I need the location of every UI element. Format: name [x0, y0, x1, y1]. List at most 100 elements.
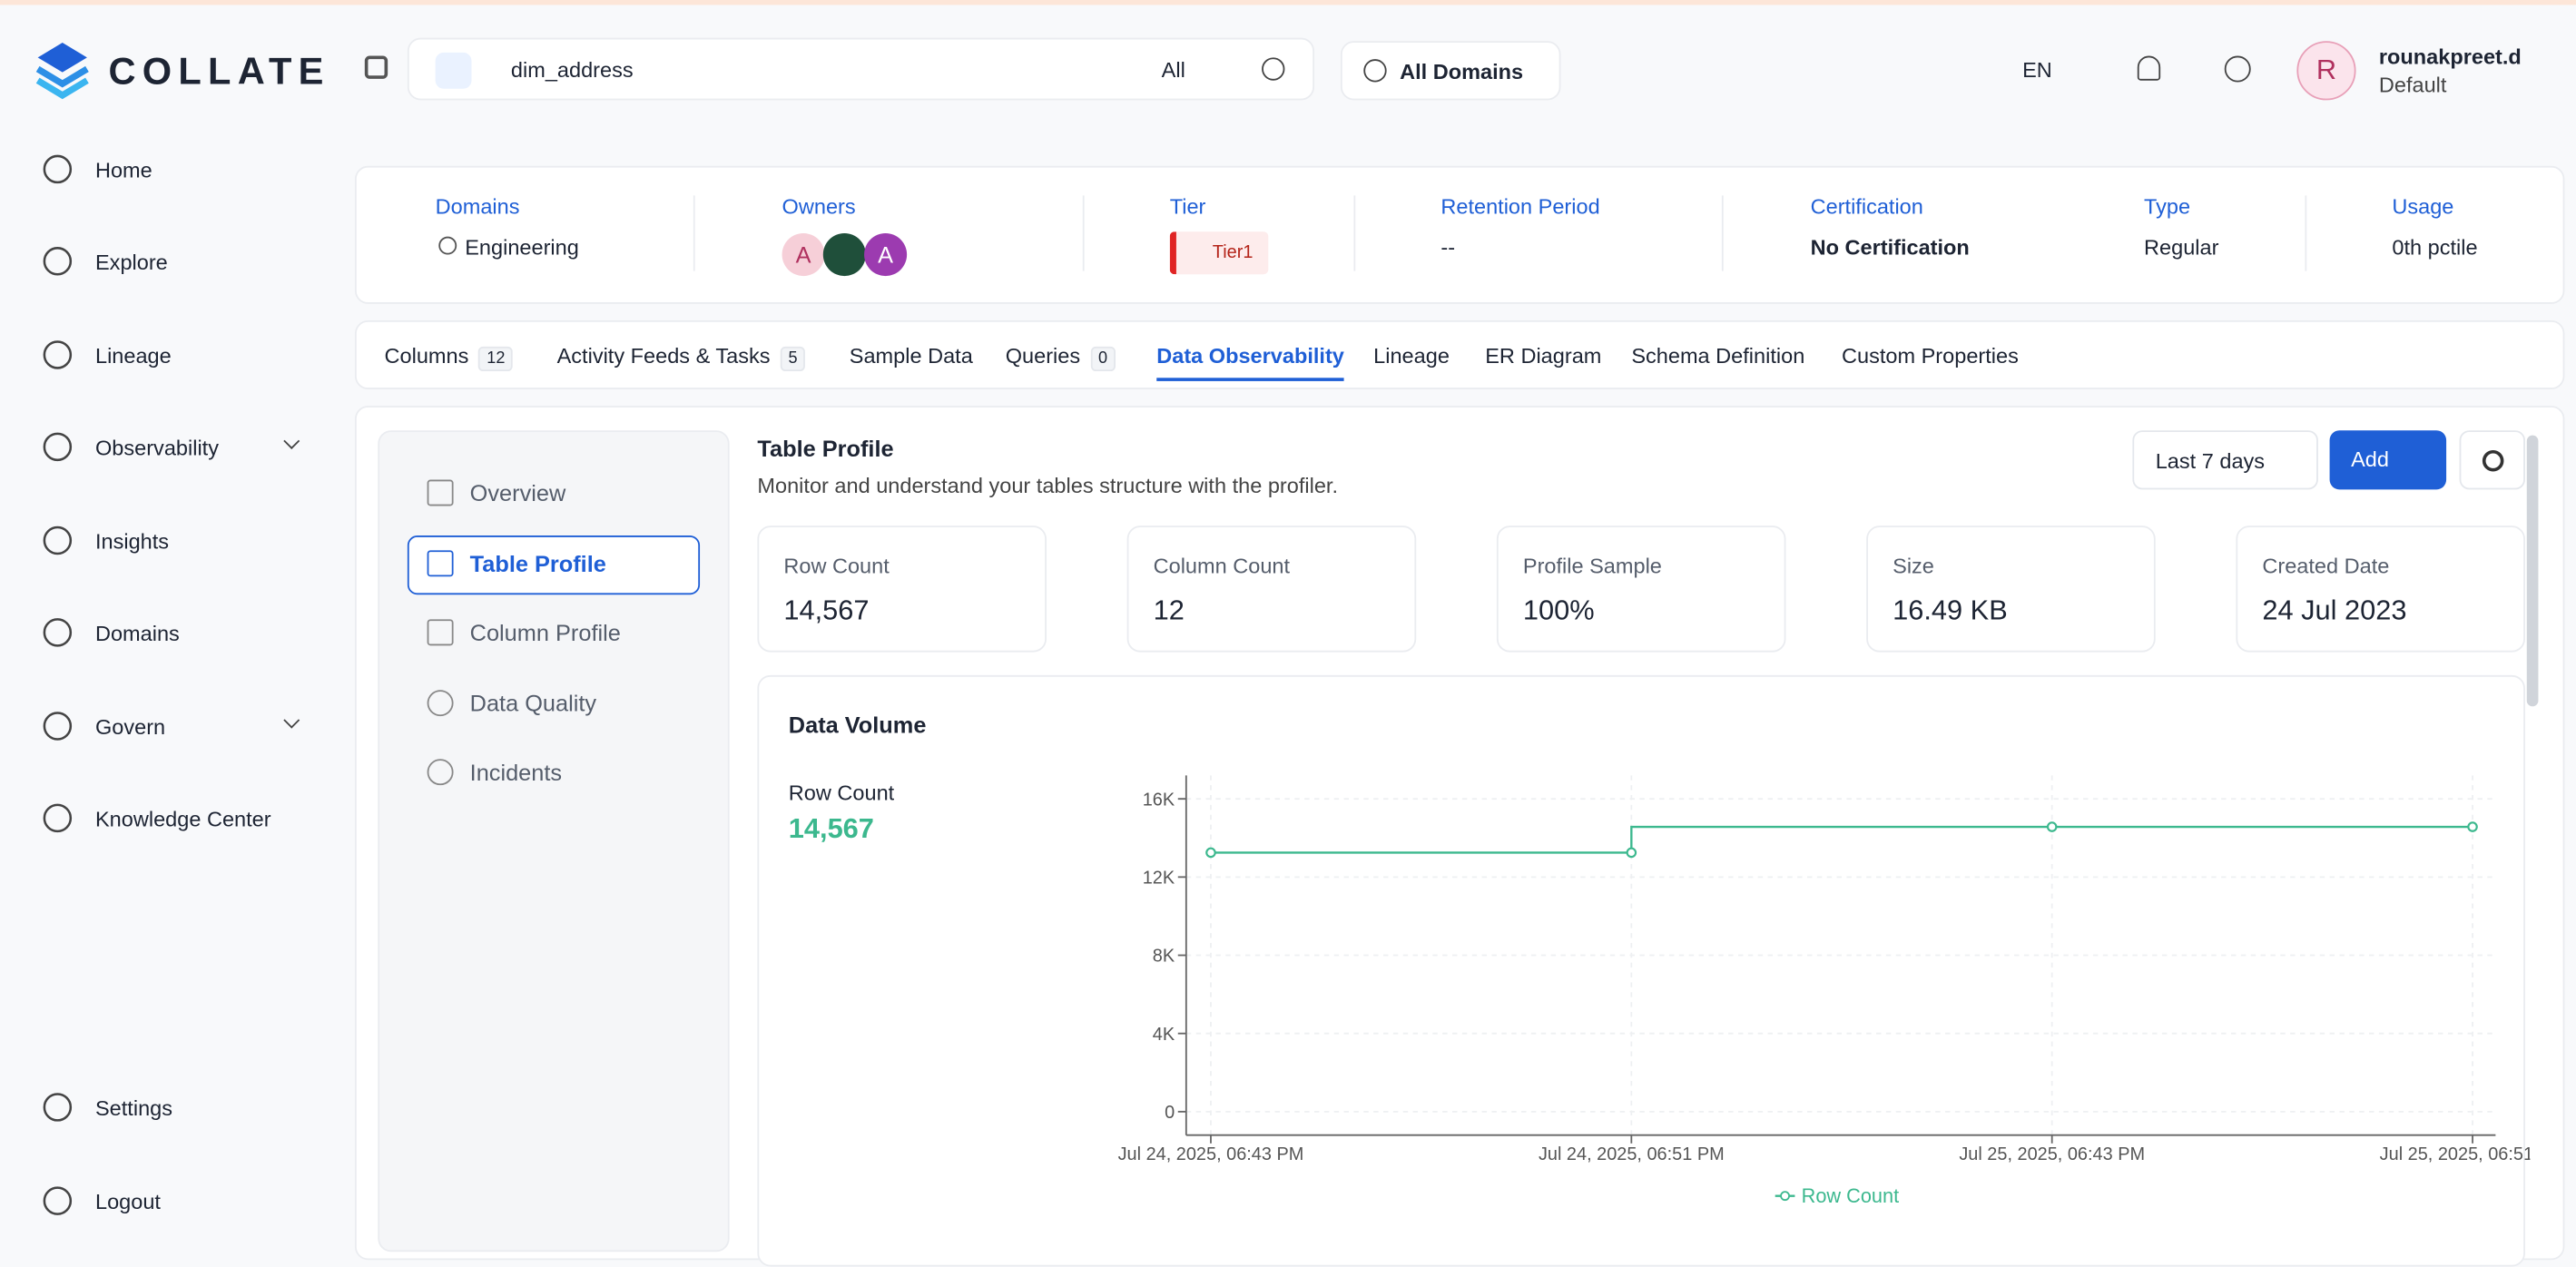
icon-shape [44, 619, 71, 645]
side-menu-item[interactable]: Incidents [428, 759, 563, 785]
tab-label: Queries [1006, 343, 1080, 368]
sidebar-toggle[interactable] [365, 56, 388, 79]
nav-label: Domains [95, 620, 180, 644]
nav-item[interactable]: Settings [39, 1089, 172, 1125]
nav-label: Logout [95, 1189, 161, 1213]
separator [1083, 195, 1085, 270]
notifications[interactable] [2138, 56, 2160, 81]
nav-item[interactable]: Insights [39, 523, 169, 559]
summary-label: Domains [436, 194, 520, 219]
domain-selector[interactable]: All Domains [1341, 41, 1561, 100]
icon-shape [44, 713, 71, 740]
tab[interactable]: Activity Feeds & Tasks5 [557, 343, 806, 371]
add-button[interactable]: Add [2330, 430, 2447, 489]
nav-icon [39, 428, 75, 465]
owner-avatar-image[interactable] [823, 233, 866, 276]
nav-label: Explore [95, 249, 168, 273]
icon-shape [44, 527, 71, 554]
nav-label: Insights [95, 528, 169, 553]
stat-card: Column Count12 [1127, 525, 1417, 652]
nav-icon [39, 152, 75, 188]
menu-label: Column Profile [470, 619, 621, 645]
search-scope[interactable]: All [1162, 57, 1185, 82]
scrollbar [2527, 436, 2539, 707]
section-title: Table Profile [757, 436, 893, 462]
nav-label: Govern [95, 713, 165, 738]
user-role: Default [2379, 73, 2447, 97]
legend-label: Row Count [1802, 1184, 1899, 1207]
summary-label: Tier [1170, 194, 1206, 219]
nav-label: Settings [95, 1095, 172, 1119]
metric-value: 14,567 [789, 813, 874, 846]
nav-icon [39, 708, 75, 744]
stat-value: 16.49 KB [1893, 594, 2129, 627]
nav-item[interactable]: Govern [39, 708, 165, 744]
side-menu-item[interactable]: Column Profile [428, 619, 621, 645]
nav-item[interactable]: Home [39, 152, 152, 188]
language-selector[interactable]: EN [2022, 57, 2052, 82]
tab[interactable]: Schema Definition [1631, 343, 1804, 368]
nav-item[interactable]: Lineage [39, 337, 171, 373]
user-avatar[interactable]: R [2296, 41, 2355, 100]
nav-icon [39, 800, 75, 836]
clear-button[interactable] [1262, 57, 1284, 80]
tab-count: 5 [780, 347, 805, 371]
stat-value: 12 [1154, 594, 1391, 627]
nav-item[interactable]: Knowledge Center [39, 800, 270, 836]
tab[interactable]: Columns12 [385, 343, 514, 371]
tab[interactable]: ER Diagram [1485, 343, 1601, 368]
owner-avatar[interactable]: A [782, 233, 825, 276]
y-tick-label: 12K [1143, 869, 1175, 889]
side-menu-item[interactable]: Data Quality [428, 689, 597, 715]
gear-icon [2483, 450, 2504, 472]
nav-item[interactable]: Logout [39, 1183, 161, 1219]
tab[interactable]: Custom Properties [1842, 343, 2019, 368]
nav-item[interactable]: Observability [39, 428, 219, 465]
logo-mark [33, 38, 92, 101]
tier-badge: Tier1 [1170, 231, 1269, 274]
icon-shape [44, 805, 71, 831]
menu-icon [428, 619, 454, 645]
tab[interactable]: Queries0 [1006, 343, 1116, 371]
tab[interactable]: Lineage [1373, 343, 1450, 368]
summary-card [355, 166, 2564, 304]
settings-button[interactable] [2460, 430, 2525, 489]
owner-avatar[interactable]: A [864, 233, 907, 276]
data-point [1206, 849, 1214, 857]
data-point [2048, 822, 2056, 830]
search-icon [436, 53, 472, 89]
tab[interactable]: Data Observability [1156, 343, 1344, 381]
tab[interactable]: Sample Data [850, 343, 973, 368]
summary-value: No Certification [1811, 235, 1970, 260]
date-range[interactable]: Last 7 days [2132, 430, 2318, 489]
nav-item[interactable]: Explore [39, 243, 167, 280]
nav-icon [39, 243, 75, 280]
side-menu-item[interactable]: Table Profile [428, 549, 606, 575]
x-tick-label: Jul 24, 2025, 06:43 PM [1118, 1144, 1304, 1164]
expand-icon [283, 712, 300, 729]
menu-icon [428, 759, 454, 785]
nav-label: Observability [95, 435, 219, 459]
y-tick-label: 0 [1165, 1103, 1175, 1123]
data-point [2468, 822, 2476, 830]
nav-item[interactable]: Domains [39, 614, 179, 651]
y-tick-label: 4K [1153, 1025, 1175, 1045]
tab-label: ER Diagram [1485, 343, 1601, 368]
menu-label: Table Profile [470, 549, 606, 575]
icon-shape [44, 434, 71, 460]
stat-card: Row Count14,567 [757, 525, 1047, 652]
side-menu-item[interactable]: Overview [428, 480, 566, 506]
x-tick-label: Jul 24, 2025, 06:51 PM [1539, 1144, 1725, 1164]
y-tick-label: 8K [1153, 947, 1175, 967]
menu-icon [428, 689, 454, 715]
domain-label: All Domains [1400, 59, 1523, 83]
search-box[interactable]: dim_address All [408, 38, 1314, 101]
summary-label: Certification [1811, 194, 1923, 219]
tab-label: Data Observability [1156, 343, 1344, 368]
help[interactable] [2225, 56, 2251, 83]
summary-label: Owners [782, 194, 856, 219]
chart: Jul 24, 2025, 06:43 PM Jul 24, 2025, 06:5… [1085, 761, 2531, 1214]
nav-label: Home [95, 157, 152, 182]
nav-label: Knowledge Center [95, 806, 271, 830]
x-tick-label: Jul 25, 2025, 06:51 PM [2380, 1144, 2531, 1164]
